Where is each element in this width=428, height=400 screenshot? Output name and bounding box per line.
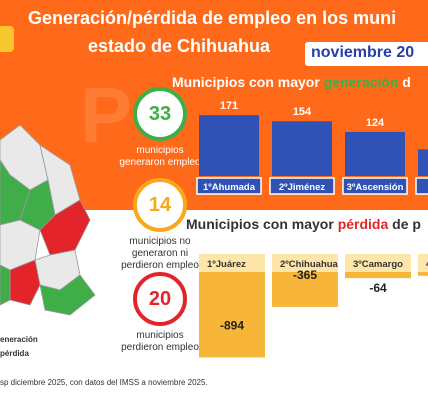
stat-neutral-caption: municipios no generaron ni perdieron emple…	[100, 236, 220, 272]
stat-neutral-ring: 14	[133, 178, 187, 232]
loss-category-box	[199, 254, 265, 272]
chihuahua-map	[0, 124, 96, 316]
caption-line: generaron ni	[131, 248, 189, 259]
caption-line: municipios	[136, 330, 184, 341]
loss-category-box	[345, 254, 411, 272]
generation-bar-3	[345, 131, 405, 176]
loss-value-label: -894	[220, 318, 244, 332]
loss-chart-title: Municipios con mayor pérdida de p	[186, 216, 421, 232]
loss-bar-2	[272, 272, 338, 307]
caption-line: municipios	[136, 145, 184, 156]
generation-bar-1	[199, 115, 259, 176]
loss-title-prefix: Municipios con mayor	[186, 216, 338, 232]
generation-bar-4	[418, 149, 428, 176]
caption-line: generaron empleo	[119, 157, 201, 168]
caption-line: municipios no	[129, 236, 191, 247]
loss-category-label: 4º	[426, 259, 428, 270]
stat-lost-ring: 20	[133, 272, 187, 326]
map-legend: eneración pérdida	[0, 333, 38, 361]
generation-category-label: 3ºAscensión	[347, 182, 404, 193]
generation-category-label: 1ºAhumada	[203, 182, 256, 193]
generation-bar-2	[272, 121, 332, 176]
generation-chart-title: Municipios con mayor generación d	[172, 74, 411, 90]
caption-line: perdieron empleo	[121, 260, 199, 271]
loss-category-box	[272, 254, 338, 272]
loss-bar-1	[199, 272, 265, 358]
generation-value-label: 154	[293, 106, 312, 118]
stat-generated: 33 municipios generaron empleo	[100, 87, 220, 169]
generation-category-box	[196, 177, 262, 195]
footer-source: sp diciembre 2025, con datos del IMSS a …	[0, 378, 208, 387]
loss-bar-4	[418, 272, 428, 276]
loss-title-highlight: pérdida	[337, 216, 389, 232]
generation-value-label: 171	[220, 100, 238, 112]
month-badge: noviembre 20	[305, 42, 428, 66]
legend-item-loss: pérdida	[0, 349, 29, 358]
title-line-1: Generación/pérdida de empleo en los muni	[28, 8, 397, 28]
caption-line: perdieron empleo	[121, 342, 199, 353]
stat-neutral-value: 14	[148, 193, 172, 216]
generation-category-label: 2ºJiménez	[279, 182, 325, 193]
loss-category-label: 3ºCamargo	[353, 259, 403, 270]
stat-lost: 20 municipios perdieron empleo	[100, 272, 220, 354]
stat-generated-value: 33	[148, 102, 172, 125]
generation-category-box	[342, 177, 408, 195]
loss-value-label: -365	[293, 268, 317, 282]
title-line-2: estado de Chihuahua	[88, 36, 271, 56]
loss-bar-3	[345, 272, 411, 279]
logo-chip	[0, 26, 14, 52]
stat-generated-caption: municipios generaron empleo	[100, 145, 220, 169]
stat-lost-caption: municipios perdieron empleo	[100, 330, 220, 354]
loss-category-label: 2ºChihuahua	[280, 259, 339, 270]
generation-value-label: 124	[366, 117, 385, 129]
legend-item-generation: eneración	[0, 335, 38, 344]
generation-category-box	[415, 177, 428, 195]
loss-title-suffix: de p	[388, 216, 421, 232]
loss-category-box	[418, 254, 428, 272]
loss-category-label: 1ºJuárez	[207, 259, 246, 270]
stat-generated-ring: 33	[133, 87, 187, 141]
generation-title-suffix: d	[398, 74, 411, 90]
stat-neutral: 14 municipios no generaron ni perdieron em…	[100, 178, 220, 272]
generation-category-box	[269, 177, 335, 195]
stat-lost-value: 20	[148, 287, 172, 310]
generation-title-prefix: Municipios con mayor	[172, 74, 324, 90]
generation-title-highlight: generación	[323, 74, 399, 90]
loss-value-label: -64	[369, 281, 387, 295]
watermark-logo: P	[80, 71, 133, 159]
